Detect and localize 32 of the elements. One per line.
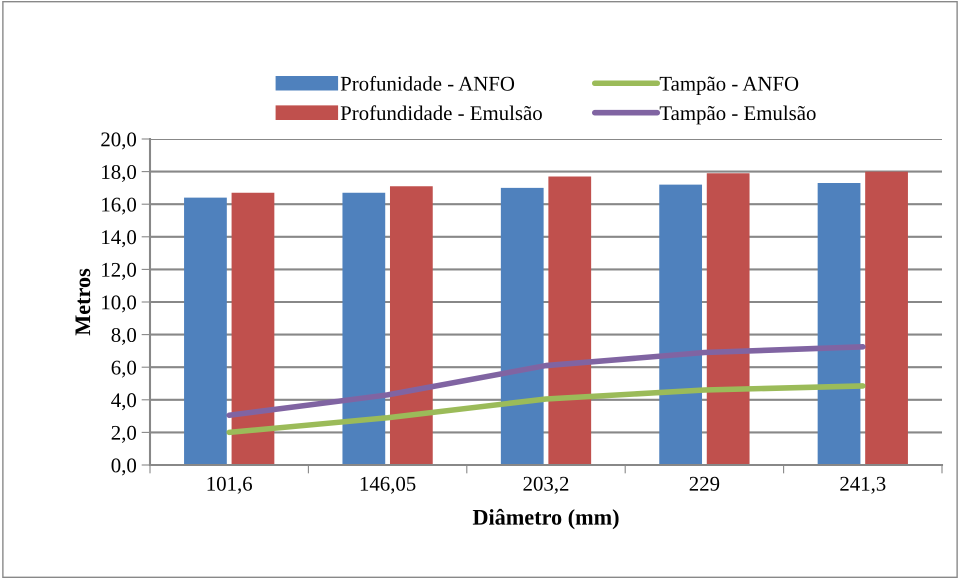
bar — [500, 188, 544, 465]
x-tick-label: 203,2 — [523, 476, 568, 494]
bar — [659, 184, 702, 465]
x-tick-label: 146,05 — [360, 476, 416, 494]
legend-label: Tampão - ANFO — [660, 76, 798, 95]
y-tick-label: 10,0 — [102, 295, 136, 312]
bar — [390, 186, 433, 465]
y-tick-label: 12,0 — [102, 262, 136, 280]
bar — [184, 198, 227, 465]
y-tick-label: 16,0 — [102, 198, 136, 215]
y-tick-label: 20,0 — [101, 132, 136, 150]
x-tick-label: 241,3 — [840, 476, 886, 494]
x-axis-title: Diâmetro (mm) — [472, 508, 619, 530]
y-tick-label: 4,0 — [111, 393, 136, 410]
y-tick-label: 2,0 — [112, 426, 136, 443]
x-tick-label: 101,6 — [208, 476, 252, 494]
y-tick-label: 18,0 — [102, 164, 136, 182]
y-tick-label: 6,0 — [112, 360, 136, 378]
y-tick-label: 0,0 — [112, 458, 136, 476]
bar — [865, 172, 908, 465]
bar — [818, 183, 860, 465]
legend-label: Profunidade - ANFO — [340, 76, 514, 91]
x-tick-label: 229 — [690, 476, 720, 491]
legend-label: Tampão - Emulsão — [660, 106, 816, 124]
legend-label: Profundidade - Emulsão — [340, 105, 542, 120]
bar — [548, 176, 592, 465]
y-tick-label: 14,0 — [102, 230, 136, 248]
y-axis-title: Metros — [76, 268, 90, 336]
bar — [706, 173, 750, 465]
bar — [342, 192, 386, 465]
bar — [232, 192, 274, 465]
y-tick-label: 8,0 — [112, 328, 136, 346]
